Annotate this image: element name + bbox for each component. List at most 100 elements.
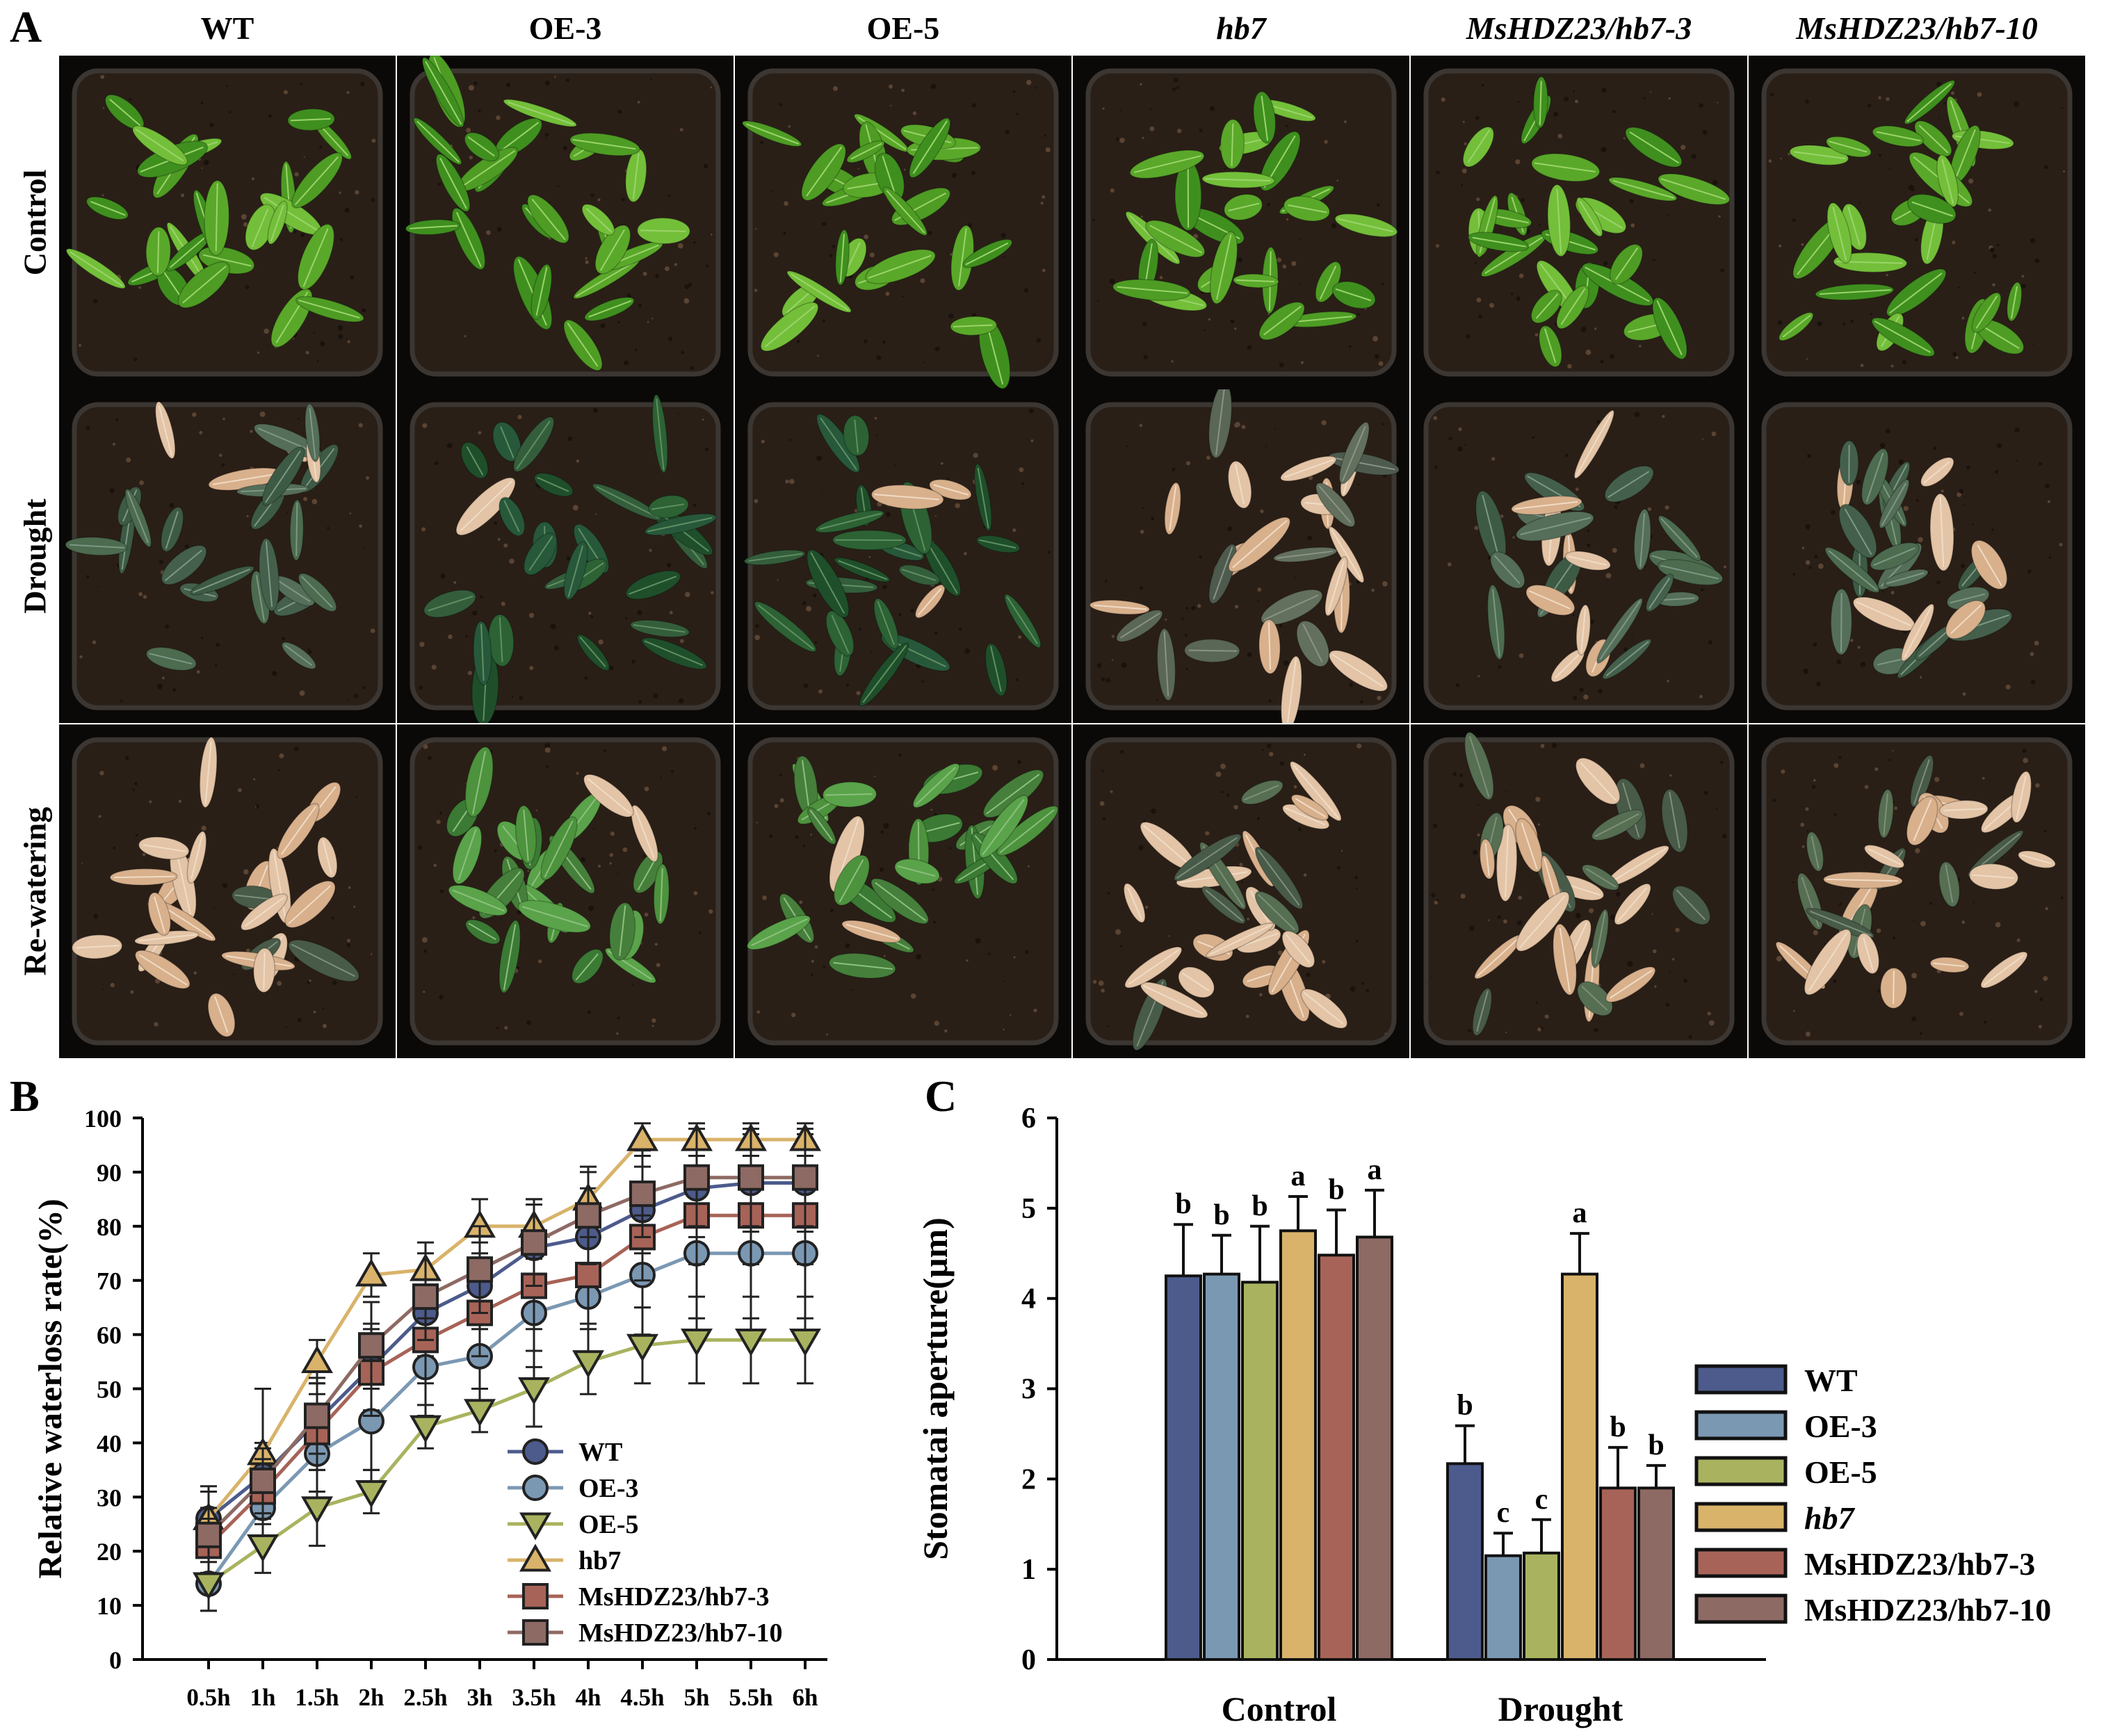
soil-grain (243, 869, 249, 875)
soil-grain (968, 222, 973, 227)
soil-grain (251, 177, 254, 181)
y-tick-label: 20 (97, 1538, 122, 1566)
leaf (1464, 731, 1494, 800)
leaf-vein (214, 996, 229, 1033)
leaf (1173, 833, 1242, 882)
soil-grain (898, 753, 902, 757)
leaf-vein (127, 491, 149, 544)
leaf-vein (1302, 624, 1323, 663)
data-point (572, 1350, 605, 1379)
soil-grain (347, 699, 349, 701)
soil-grain (322, 1007, 325, 1010)
soil-grain (79, 343, 81, 347)
soil-grain (760, 140, 764, 145)
soil-grain (138, 286, 141, 289)
x-tick-label: 4h (576, 1684, 601, 1711)
soil-grain (703, 164, 708, 169)
data-point (683, 1164, 710, 1191)
soil-grain (617, 873, 619, 875)
soil-grain (1915, 847, 1920, 854)
soil-grain (313, 1010, 316, 1014)
soil-grain (1268, 699, 1272, 703)
bar-drought-wt: b (1446, 1390, 1484, 1662)
soil-grain (754, 635, 760, 640)
soil-grain (297, 417, 300, 420)
soil-grain (1102, 817, 1106, 820)
leaf (1462, 126, 1495, 168)
soil-grain (1918, 537, 1923, 542)
soil-grain (200, 636, 204, 639)
leaf (1980, 951, 2028, 989)
leaf-vein (1236, 279, 1274, 282)
soil-grain (350, 275, 355, 280)
soil-grain (823, 493, 825, 495)
soil-grain (1539, 223, 1541, 226)
leaf-vein (156, 231, 160, 273)
soil-grain (910, 608, 915, 613)
y-tick-label: 80 (97, 1213, 122, 1241)
soil-grain (1631, 633, 1633, 635)
data-point (792, 1164, 818, 1191)
leaf-vein (802, 760, 811, 814)
soil-grain (1831, 510, 1836, 515)
soil-grain (1361, 982, 1365, 985)
soil-grain (1012, 528, 1016, 533)
leaf-vein (1622, 782, 1640, 838)
leaf-vein (531, 198, 566, 241)
soil-grain (1337, 866, 1340, 870)
soil-grain (112, 442, 115, 446)
soil-grain (1936, 581, 1941, 585)
y-tick-label: 40 (97, 1429, 122, 1457)
leaf-vein (1581, 985, 1608, 1011)
leaf (815, 510, 885, 533)
soil-grain (1172, 467, 1176, 471)
soil-grain (1028, 408, 1034, 414)
soil-grain (1120, 109, 1122, 111)
soil-grain (1781, 769, 1785, 774)
leaf (843, 414, 870, 457)
panel-label-c: C (925, 1071, 957, 1121)
leaf (1258, 301, 1305, 341)
soil-grain (1667, 679, 1669, 683)
soil-grain (467, 670, 473, 676)
leaf (1591, 809, 1644, 841)
leaf-vein (1893, 971, 1895, 1005)
soil-grain (2023, 757, 2028, 763)
photo-drought-mshdz23-hb7-10 (1749, 389, 2085, 723)
soil-grain (277, 769, 281, 772)
leaf-vein (990, 646, 1002, 692)
soil-grain (1357, 313, 1360, 316)
soil-grain (305, 350, 309, 355)
soil-grain (1943, 102, 1946, 105)
soil-grain (1551, 743, 1557, 748)
leaf-vein (251, 208, 269, 248)
soil-grain (1720, 761, 1724, 764)
y-tick-label: 2 (1021, 1463, 1036, 1495)
leaf-vein (1476, 938, 1519, 977)
soil-grain (1181, 617, 1184, 620)
leaf-vein (1913, 799, 1932, 841)
soil-grain (86, 425, 90, 430)
bar-drought-oe-5: c (1523, 1484, 1560, 1661)
soil-grain (1579, 688, 1584, 692)
soil-grain (1564, 96, 1569, 102)
leaf (1573, 409, 1615, 479)
leaf (1591, 909, 1610, 968)
soil-grain (1234, 327, 1237, 330)
soil-grain (1381, 283, 1384, 286)
soil-grain (277, 980, 282, 986)
leaf-vein (202, 254, 252, 267)
leaf-vein (1505, 827, 1509, 898)
soil-grain (616, 1032, 619, 1035)
leaf-vein (139, 954, 188, 986)
soil-grain (271, 670, 277, 676)
soil-grain (588, 611, 592, 615)
leaf-vein (1828, 550, 1877, 591)
soil-grain (1462, 120, 1465, 123)
soil-grain (684, 592, 690, 597)
leaf (1208, 543, 1237, 604)
soil-grain (2038, 462, 2042, 466)
leaf (1839, 440, 1859, 486)
leaf-vein (850, 143, 882, 160)
leaf (807, 806, 836, 845)
